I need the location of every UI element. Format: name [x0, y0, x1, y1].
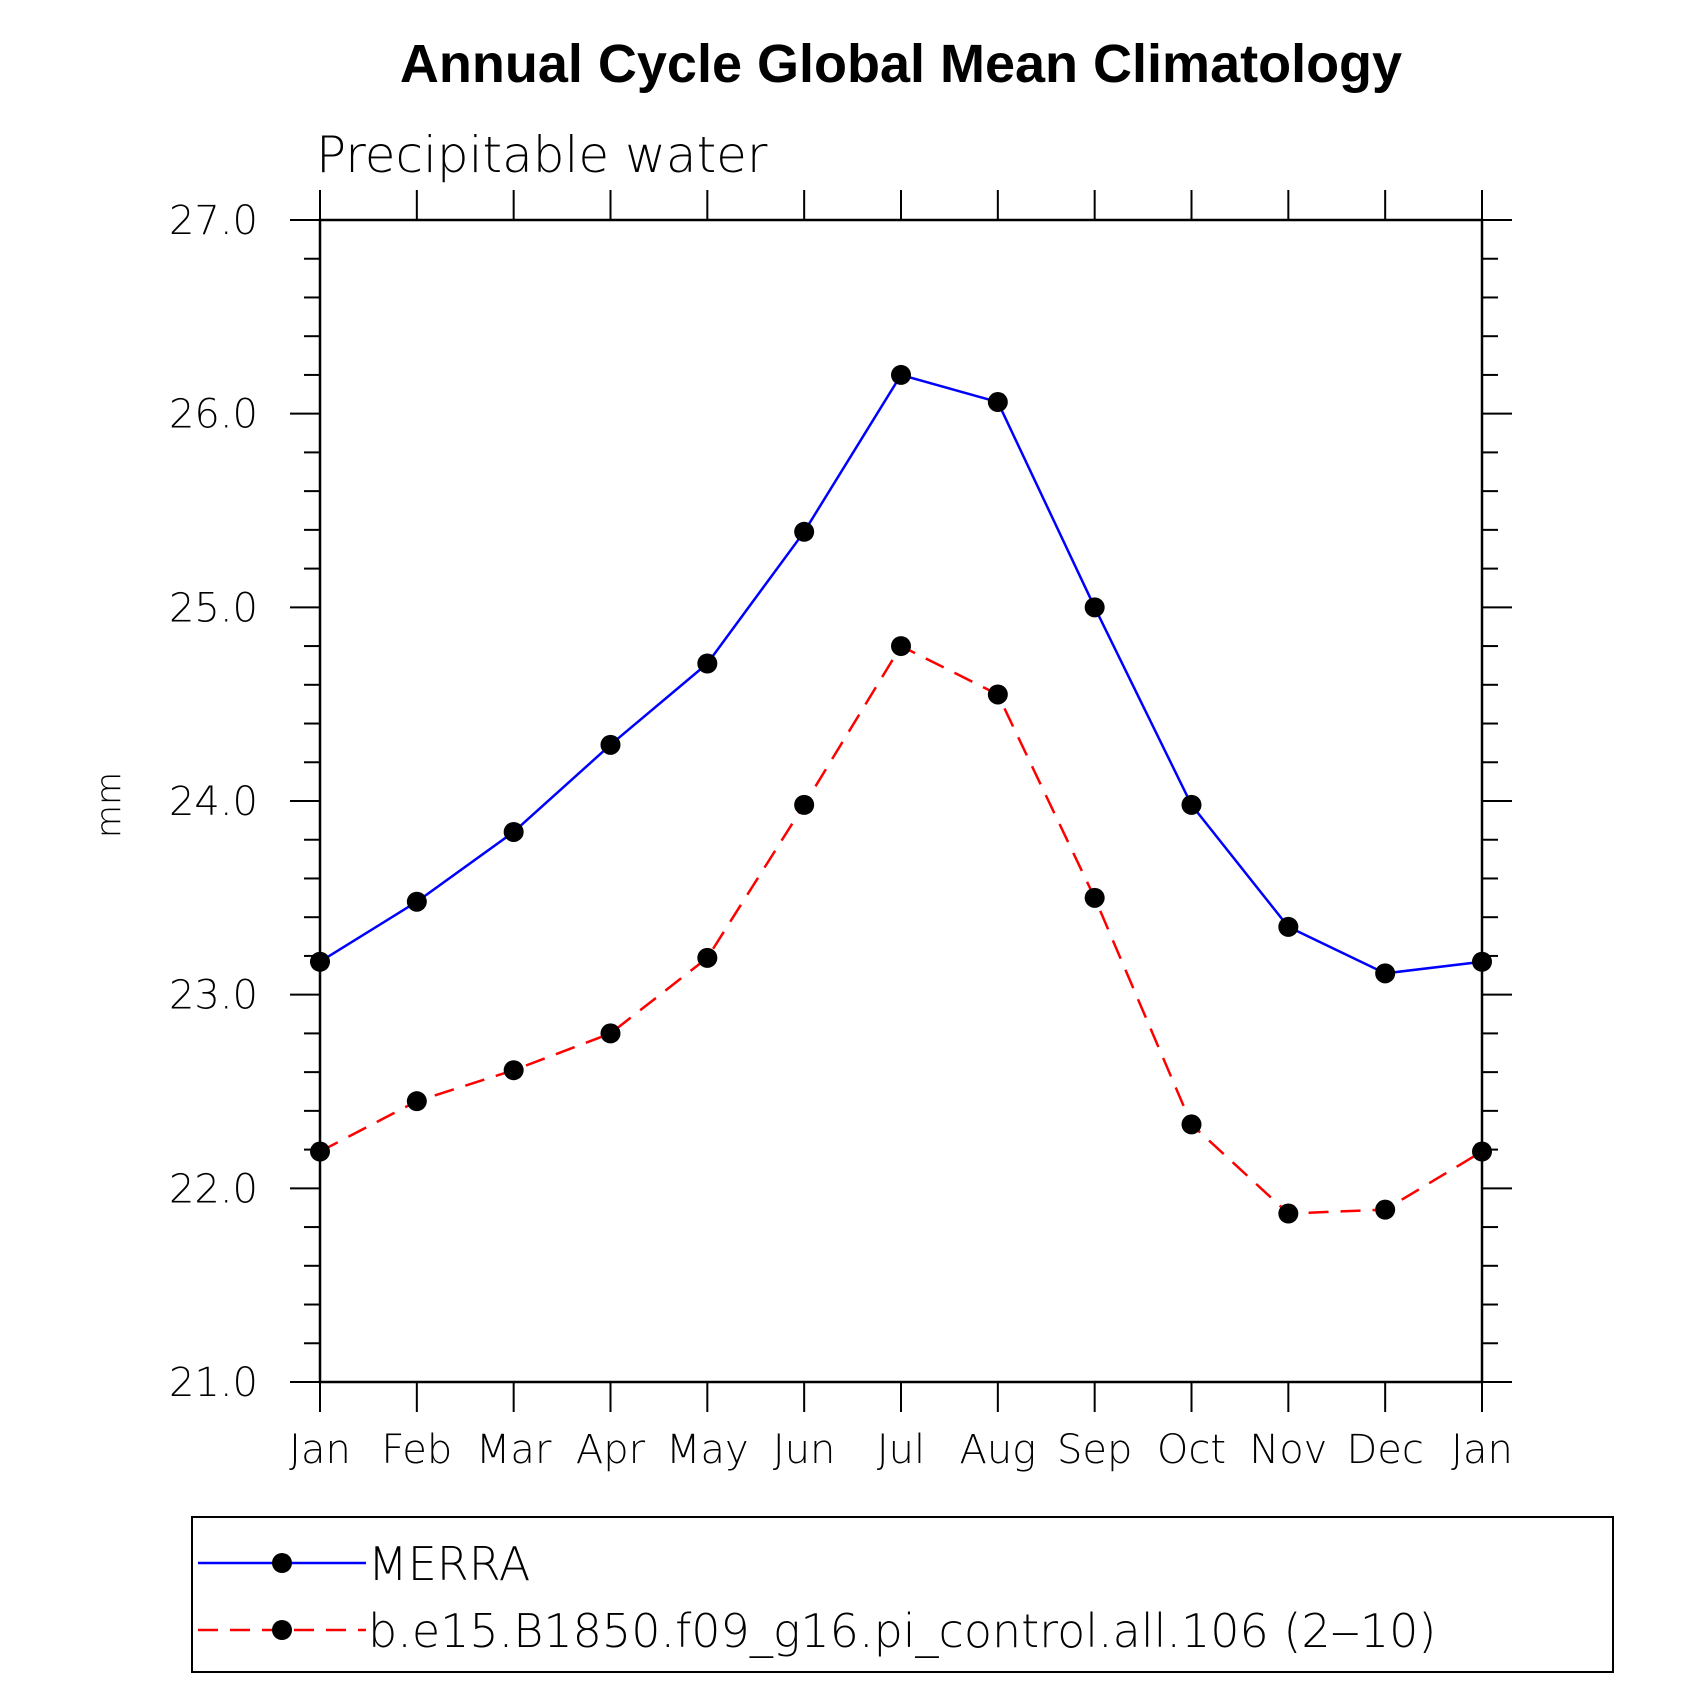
x-tick-label: Oct [1157, 1427, 1226, 1473]
legend-label: MERRA [368, 1537, 530, 1591]
legend-marker [272, 1620, 292, 1640]
legend-box [191, 1516, 1614, 1673]
chart-subtitle: Precipitable water [316, 126, 768, 184]
y-axis-label: mm [89, 772, 129, 838]
data-point [891, 636, 911, 657]
plot-frame [318, 218, 1484, 1384]
data-point [1375, 1199, 1396, 1220]
data-point [697, 653, 718, 674]
legend-marker [272, 1553, 292, 1573]
series-2 [310, 636, 1492, 1224]
y-tick-label: 25.0 [169, 585, 258, 631]
legend-label: b.e15.B1850.f09_g16.pi_control.all.106 (… [368, 1604, 1436, 1658]
series-line [319, 373, 1483, 975]
data-point [406, 1091, 427, 1112]
series-1 [310, 364, 1492, 984]
series-layer [310, 364, 1492, 1224]
data-point [1181, 794, 1202, 815]
x-tick-label: May [666, 1427, 749, 1473]
x-tick-label: Dec [1346, 1427, 1423, 1473]
chart-title: Annual Cycle Global Mean Climatology [400, 34, 1402, 94]
x-tick-label: Apr [576, 1427, 646, 1473]
plot-axes: 21.0 22.0 23.0 24.0 25.0 26.0 27.0 Jan Feb Mar Apr… [169, 190, 1513, 1473]
data-point [1472, 951, 1492, 972]
data-point [1278, 916, 1299, 937]
data-point [987, 392, 1008, 413]
data-point [891, 364, 911, 385]
x-tick-label: Sep [1057, 1427, 1132, 1473]
data-point [406, 891, 427, 912]
data-point [794, 794, 815, 815]
data-point [1472, 1141, 1492, 1162]
x-tick-label: Jan [1451, 1427, 1513, 1473]
data-point [600, 734, 621, 755]
data-point [1181, 1114, 1202, 1135]
y-tick-label: 24.0 [169, 779, 258, 825]
x-tick-label: Jun [773, 1427, 836, 1473]
data-point [1278, 1203, 1299, 1224]
data-point [503, 821, 524, 842]
x-tick-label: Mar [476, 1427, 552, 1473]
data-point [697, 947, 718, 968]
data-point [310, 1141, 330, 1162]
x-tick-label: Jul [877, 1427, 925, 1473]
data-point [1084, 597, 1105, 618]
series-line [319, 644, 1483, 1215]
legend-item-2: b.e15.B1850.f09_g16.pi_control.all.106 (… [198, 1604, 1436, 1658]
x-tick-label: Aug [959, 1427, 1036, 1473]
legend: MERRA b.e15.B1850.f09_g16.pi_control.all.… [198, 1537, 1436, 1658]
y-tick-label: 22.0 [169, 1166, 258, 1212]
data-point [310, 951, 330, 972]
y-tick-label: 21.0 [169, 1360, 258, 1406]
y-tick-label: 26.0 [169, 392, 258, 438]
x-tick-label: Feb [381, 1427, 452, 1473]
data-point [794, 521, 815, 542]
data-point [600, 1023, 621, 1044]
data-point [987, 684, 1008, 705]
data-point [503, 1060, 524, 1081]
x-tick-label: Jan [289, 1427, 351, 1473]
data-point [1375, 963, 1396, 984]
y-tick-label: 23.0 [169, 973, 258, 1019]
x-tick-label: Nov [1249, 1427, 1327, 1473]
legend-item-1: MERRA [198, 1537, 530, 1591]
data-point [1084, 887, 1105, 908]
y-tick-label: 27.0 [169, 198, 258, 244]
